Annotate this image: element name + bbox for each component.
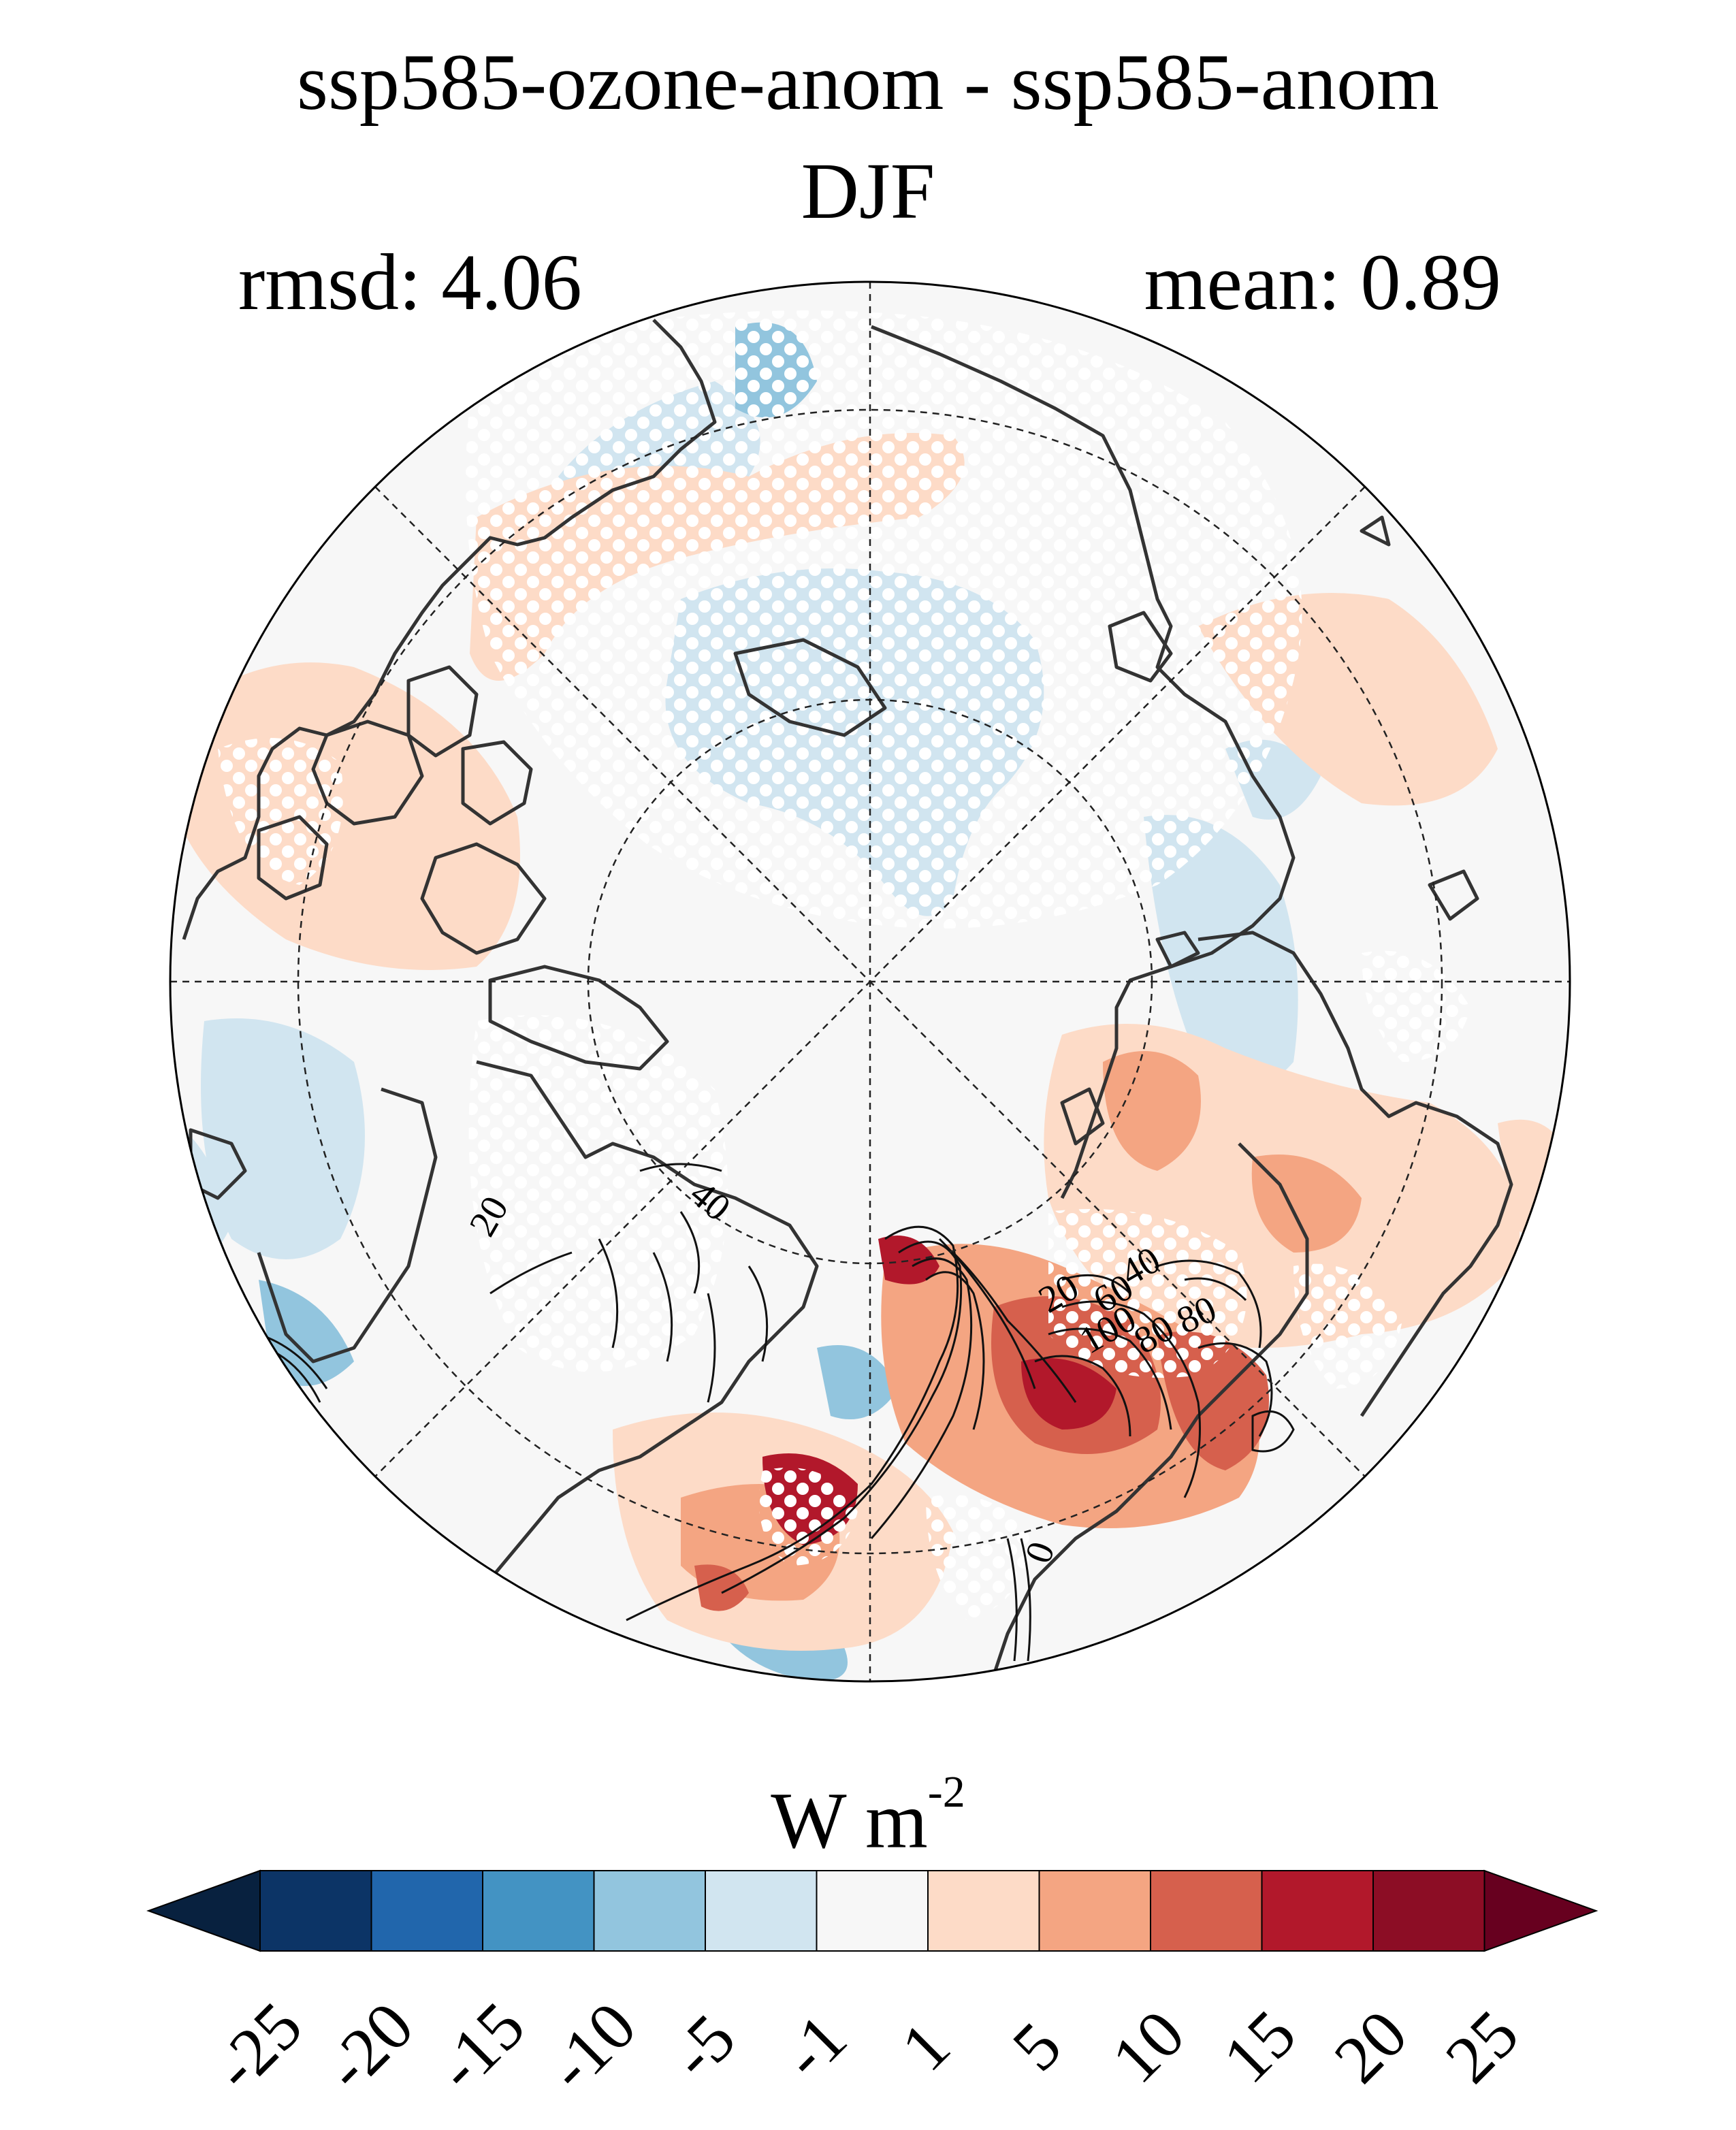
colorbar-box — [1261, 1870, 1374, 1952]
units-base: W m — [771, 1775, 928, 1865]
colorbar-box — [1038, 1870, 1151, 1952]
colorbar-tick-label: -10 — [532, 1988, 650, 2105]
colorbar-tick-label: 10 — [1097, 1996, 1199, 2097]
units-exponent: -2 — [927, 1767, 965, 1817]
significance-stippling — [218, 310, 1470, 1620]
colorbar-extend-low — [146, 1869, 261, 1952]
colorbar-tick-label: -25 — [199, 1988, 317, 2105]
contour-lines — [489, 1163, 1295, 1621]
colorbar-box — [927, 1870, 1040, 1952]
graticule — [170, 282, 1570, 1681]
season-label: DJF — [801, 146, 935, 236]
colorbar-box — [370, 1870, 483, 1952]
colorbar-tick-label: -5 — [656, 2000, 750, 2093]
colorbar-tick-label: 25 — [1431, 1996, 1532, 2097]
colorbar-box — [259, 1870, 372, 1952]
mean-label: mean: 0.89 — [1144, 238, 1501, 327]
colorbar-tick-label: -20 — [310, 1988, 428, 2105]
colorbar-tick-label: 20 — [1320, 1996, 1421, 2097]
colorbar-tick-label: 15 — [1208, 1996, 1310, 2097]
colorbar-boxes — [146, 1869, 1598, 1952]
polar-map: 20 40 20 40 60 80 100 80 0 — [169, 280, 1571, 1683]
colorbar-box — [593, 1870, 706, 1952]
colorbar-tick-label: 5 — [998, 2007, 1076, 2085]
colorbar-box — [1372, 1870, 1485, 1952]
units-label: W m-2 — [0, 1770, 1736, 1860]
map-border — [169, 280, 1571, 1683]
colorbar: -25-20-15-10 -5 -1 1 5 10 15 20 25 — [146, 1869, 1598, 2105]
map-title: ssp585-ozone-anom - ssp585-anom — [297, 37, 1439, 127]
colorbar-extend-high — [1483, 1869, 1598, 1952]
colorbar-tick-label: -15 — [421, 1988, 539, 2105]
colorbar-tick-label: -1 — [767, 2000, 861, 2093]
colorbar-box — [816, 1870, 929, 1952]
colorbar-box — [705, 1870, 818, 1952]
colorbar-box — [1150, 1870, 1263, 1952]
colorbar-ticks: -25-20-15-10 -5 -1 1 5 10 15 20 25 — [199, 1988, 1532, 2105]
colorbar-tick-label: 1 — [886, 2007, 964, 2085]
colorbar-box — [482, 1870, 595, 1952]
coastlines — [170, 319, 1513, 1675]
rmsd-label: rmsd: 4.06 — [238, 238, 582, 327]
